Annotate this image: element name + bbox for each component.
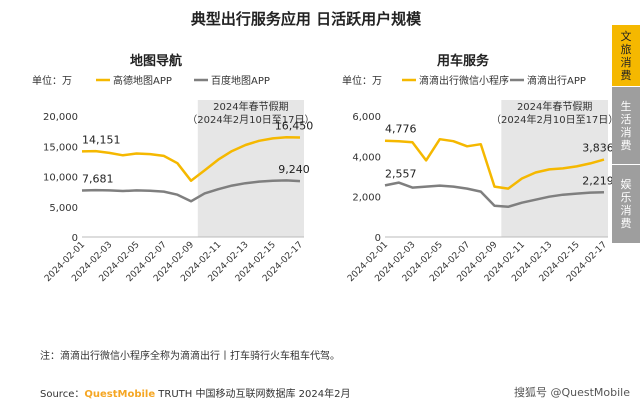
holiday-shade — [197, 100, 304, 237]
data-label: 4,776 — [385, 123, 417, 136]
y-tick-label: 6,000 — [352, 112, 381, 123]
holiday-label: （2024年2月10日至17日） — [187, 113, 314, 126]
unit-label: 单位：万 — [342, 74, 382, 87]
footnote: 注：滴滴出行微信小程序全称为滴滴出行丨打车骑行火车租车代驾。 — [40, 351, 340, 362]
data-label: 14,151 — [82, 133, 121, 146]
chart-ride-hailing: 2024年春节假期（2024年2月10日至17日） 单位：万 滴滴出行微信小程序 滴滴… — [342, 74, 618, 284]
chart-map-navigation: 2024年春节假期（2024年2月10日至17日） 单位：万 高德地图APP 百度地图… — [32, 74, 315, 284]
holiday-label: 2024年春节假期 — [517, 100, 592, 113]
series-line — [384, 181, 605, 209]
y-tick-label: 0 — [375, 233, 381, 244]
series-line — [81, 135, 301, 182]
source-brand: QuestMobile — [84, 389, 156, 400]
y-tick-label: 2,000 — [352, 193, 381, 204]
watermark: 搜狐号 @QuestMobile — [513, 386, 630, 399]
data-label: 7,681 — [82, 173, 114, 186]
legend-label: 滴滴出行APP — [527, 74, 586, 87]
side-tab-label: 文旅消费 — [620, 30, 632, 82]
y-tick-label: 0 — [72, 233, 78, 244]
source-line: Source：QuestMobile TRUTH 中国移动互联网数据库 2024… — [40, 385, 350, 400]
source-rest: TRUTH 中国移动互联网数据库 2024年2月 — [155, 389, 351, 400]
y-tick-label: 5,000 — [49, 203, 78, 214]
source-prefix: Source： — [40, 389, 85, 400]
y-tick-label: 20,000 — [43, 112, 78, 123]
side-tab[interactable]: 娱乐消费 — [612, 164, 640, 243]
y-tick-label: 10,000 — [43, 173, 78, 184]
side-tab-label: 娱乐消费 — [620, 178, 632, 230]
chart-title-ride: 用车服务 — [437, 54, 490, 69]
holiday-label: （2024年2月10日至17日） — [491, 113, 618, 126]
data-label: 2,557 — [385, 167, 417, 180]
side-tab[interactable]: 生活消费 — [612, 86, 640, 165]
legend-label: 高德地图APP — [113, 74, 172, 87]
chart-title-map: 地图导航 — [130, 54, 183, 69]
page-title: 典型出行服务应用 日活跃用户规模 — [190, 10, 422, 28]
y-tick-label: 4,000 — [352, 152, 381, 163]
data-label: 9,240 — [278, 163, 310, 176]
data-label: 16,450 — [275, 119, 314, 132]
unit-label: 单位：万 — [32, 74, 72, 87]
side-tab-label: 生活消费 — [620, 100, 632, 152]
data-label: 3,836 — [582, 142, 614, 155]
y-tick-label: 15,000 — [43, 142, 78, 153]
series-line — [384, 137, 605, 190]
legend-label: 滴滴出行微信小程序 — [419, 74, 509, 87]
series-line — [81, 179, 301, 203]
data-label: 2,219 — [582, 174, 614, 187]
legend-label: 百度地图APP — [211, 74, 270, 87]
side-tab[interactable]: 文旅消费 — [612, 24, 640, 87]
holiday-label: 2024年春节假期 — [213, 100, 288, 113]
